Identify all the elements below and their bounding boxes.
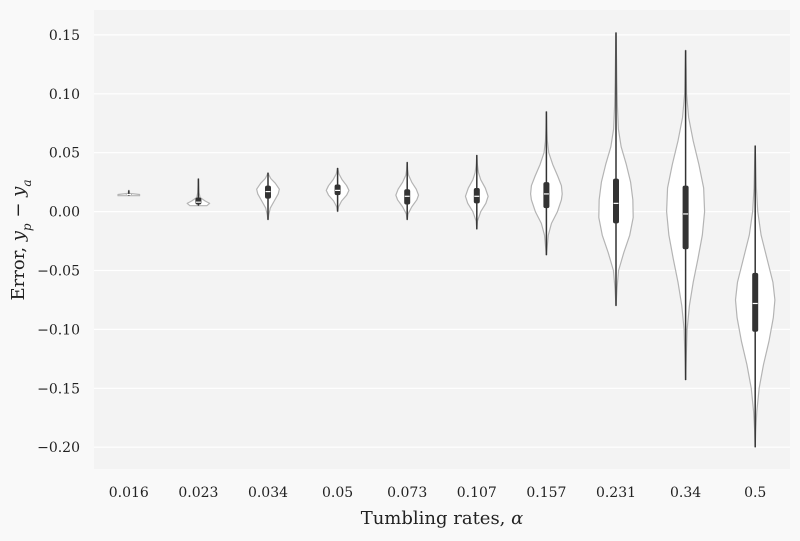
x-tick-label: 0.05 <box>322 485 353 501</box>
x-tick-label: 0.5 <box>744 485 766 501</box>
x-tick-label: 0.016 <box>109 485 149 501</box>
x-tick-label: 0.157 <box>526 485 566 501</box>
iqr-box-0.231 <box>613 178 619 224</box>
y-axis-label: Error, yp − ya <box>8 180 34 301</box>
iqr-box-0.5 <box>752 272 759 332</box>
iqr-box-0.023 <box>195 197 202 205</box>
y-tick-label: −0.20 <box>37 440 80 456</box>
y-tick-label: 0.10 <box>49 87 80 103</box>
x-axis-ticks: 0.016 0.023 0.034 0.05 0.073 0.107 0.157 0.231 0… <box>109 485 767 501</box>
iqr-box-0.34 <box>682 185 689 250</box>
y-tick-label: 0.15 <box>49 28 80 44</box>
y-tick-label: 0.05 <box>49 146 80 162</box>
x-tick-label: 0.34 <box>670 485 701 501</box>
y-tick-label: −0.10 <box>37 322 80 338</box>
x-tick-label: 0.107 <box>457 485 497 501</box>
x-tick-label: 0.073 <box>387 485 427 501</box>
y-axis-ticks: 0.15 0.10 0.05 0.00 −0.05 −0.10 −0.15 −0.20 <box>37 28 80 456</box>
x-axis-label: Tumbling rates, α <box>361 508 524 529</box>
violins-layer <box>117 31 776 448</box>
x-tick-label: 0.231 <box>596 485 636 501</box>
y-tick-label: 0.00 <box>49 205 80 221</box>
grid-lines <box>94 34 790 448</box>
y-tick-label: −0.15 <box>37 381 80 397</box>
iqr-box-0.157 <box>543 182 550 209</box>
x-tick-label: 0.034 <box>248 485 288 501</box>
x-tick-label: 0.023 <box>178 485 218 501</box>
y-tick-label: −0.05 <box>37 264 80 280</box>
